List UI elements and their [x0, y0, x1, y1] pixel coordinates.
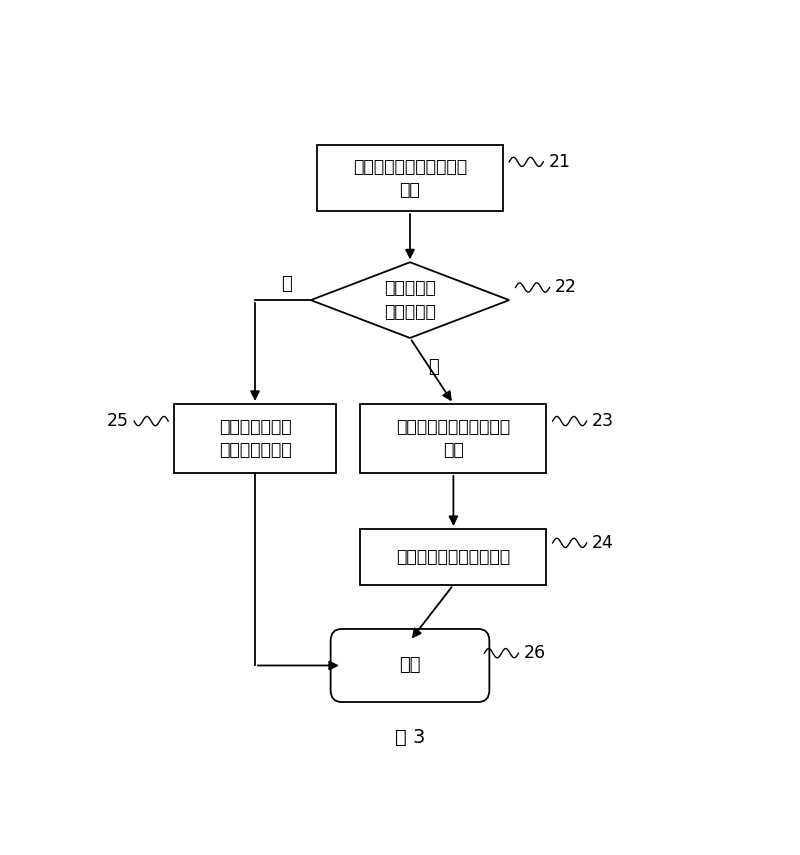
Text: 25: 25: [107, 412, 129, 430]
Text: 是: 是: [429, 357, 439, 375]
FancyBboxPatch shape: [360, 529, 546, 585]
Text: 返回通过鉴权的鉴权结果
信息: 返回通过鉴权的鉴权结果 信息: [396, 417, 510, 459]
Text: 24: 24: [592, 534, 614, 551]
Polygon shape: [310, 262, 510, 338]
Text: 23: 23: [592, 412, 614, 430]
Text: 结束: 结束: [399, 657, 421, 675]
Text: 22: 22: [554, 279, 577, 297]
Text: 21: 21: [548, 153, 570, 171]
Text: 图 3: 图 3: [395, 728, 425, 747]
FancyBboxPatch shape: [317, 145, 503, 211]
Text: 办理业务并更新业务信息: 办理业务并更新业务信息: [396, 548, 510, 566]
FancyBboxPatch shape: [174, 404, 336, 473]
Text: 服务信息是
否通过鉴权: 服务信息是 否通过鉴权: [384, 280, 436, 321]
FancyBboxPatch shape: [330, 629, 490, 702]
FancyBboxPatch shape: [360, 404, 546, 473]
Text: 返回未通过鉴权
的鉴权结果信息: 返回未通过鉴权 的鉴权结果信息: [218, 417, 291, 459]
Text: 否: 否: [282, 274, 292, 292]
Text: 输入服务信息与鉴权请求
信息: 输入服务信息与鉴权请求 信息: [353, 157, 467, 199]
Text: 26: 26: [523, 644, 546, 662]
